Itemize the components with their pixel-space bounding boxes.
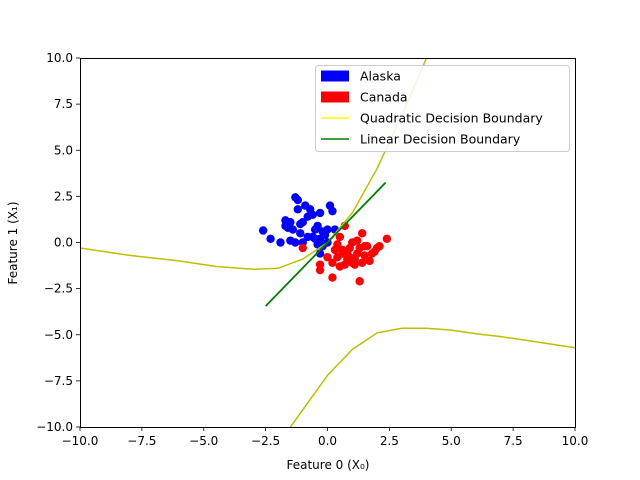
y-tick-label: −10.0 [36,420,73,434]
y-tick-label: −7.5 [44,374,73,388]
axes-frame [80,58,576,428]
plot-marks [80,58,575,427]
point-canada [328,258,337,267]
x-tick-label: −10.0 [62,434,99,448]
point-alaska [293,205,302,214]
quadratic-boundary-branch-1 [80,58,428,271]
point-alaska [298,218,307,227]
x-tick-label: 5.0 [442,434,461,448]
point-canada [353,249,362,258]
point-canada [350,260,359,269]
point-canada [360,241,369,251]
x-tick-label: −5.0 [189,434,218,448]
point-canada [355,277,364,286]
point-canada [343,254,352,264]
point-alaska [286,236,295,245]
y-tick-label: −2.5 [44,282,73,296]
y-axis-label: Feature 1 (X₁) [6,201,20,284]
quadratic-boundary-branch-2 [289,327,575,427]
point-canada [357,229,367,238]
point-alaska [276,238,285,247]
point-canada [335,232,345,242]
y-axis: −10.0 −7.5 −5.0 −2.5 0.0 2.5 5.0 7.5 10.0 [36,51,80,434]
legend-swatch-canada [321,91,349,103]
y-tick-label: 5.0 [54,143,73,157]
point-canada [298,243,307,253]
y-tick-label: 2.5 [54,189,73,203]
point-alaska [288,225,298,234]
point-canada [348,238,357,247]
point-canada [315,260,325,269]
point-canada [333,253,342,262]
y-tick-label: 7.5 [54,97,73,111]
point-canada [360,251,369,260]
point-alaska [323,225,332,234]
x-tick-label: −2.5 [251,434,280,448]
legend-label-canada: Canada [360,90,408,105]
point-canada [338,245,347,255]
point-canada [365,256,374,266]
y-tick-label: 0.0 [54,236,73,250]
point-alaska [315,234,325,244]
point-canada [333,240,342,249]
legend-box [315,65,570,152]
point-alaska [266,234,275,244]
plot-area [80,58,575,427]
x-tick-label: 10.0 [562,434,589,448]
x-tick-label: 2.5 [380,434,399,448]
point-alaska [293,195,302,205]
y-tick-label: 10.0 [46,51,73,65]
x-axis-label: Feature 0 (X₀) [286,458,369,472]
x-tick-label: −7.5 [127,434,156,448]
point-alaska [281,221,290,231]
point-canada [323,253,332,262]
x-tick-label: 0.0 [318,434,337,448]
point-canada [382,234,392,244]
legend: Alaska Canada Quadratic Decision Boundar… [315,65,570,152]
point-canada [375,241,384,251]
legend-label-linear: Linear Decision Boundary [360,132,521,147]
legend-label-alaska: Alaska [360,69,401,84]
linear-boundary-line [264,181,387,307]
point-canada [328,273,337,282]
y-tick-label: −5.0 [44,328,73,342]
point-alaska [328,206,337,216]
legend-label-quadratic: Quadratic Decision Boundary [360,111,543,126]
point-alaska [296,229,305,238]
point-canada [357,258,367,267]
point-alaska [258,226,268,235]
x-tick-label: 7.5 [504,434,523,448]
point-alaska [313,221,322,231]
point-alaska [303,212,312,221]
x-axis: −10.0 −7.5 −5.0 −2.5 0.0 2.5 5.0 7.5 10.0 [62,427,589,448]
legend-swatch-alaska [321,70,349,82]
point-alaska [315,208,325,218]
